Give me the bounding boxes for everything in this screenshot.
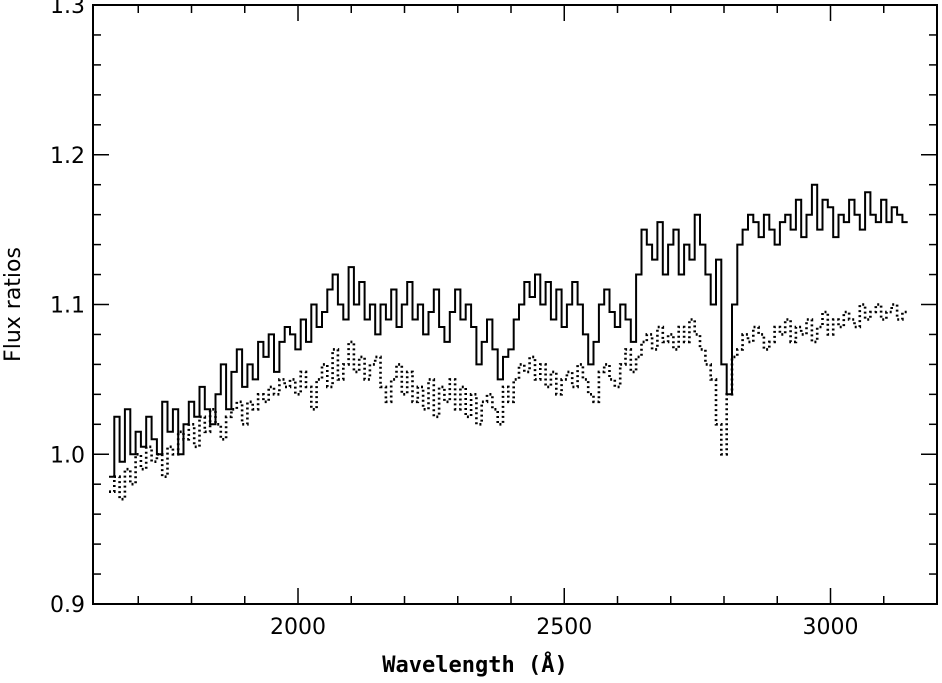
x-tick-label: 2000: [270, 615, 326, 640]
x-axis-ticks: 2000 2500 3000: [137, 5, 938, 640]
series-solid-line: [109, 183, 908, 478]
y-tick-label: 1.1: [50, 294, 85, 319]
plot-frame: [92, 4, 938, 605]
x-tick-label: 2500: [536, 615, 592, 640]
y-tick-label: 1.2: [50, 144, 85, 169]
x-tick-label: 3000: [803, 615, 859, 640]
x-axis-label: Wavelength (Å): [382, 652, 567, 678]
y-tick-label: 1.0: [50, 443, 85, 468]
y-axis-label: Flux ratios: [1, 247, 26, 362]
series-dotted-line: [109, 303, 908, 501]
y-tick-label: 1.3: [50, 0, 85, 19]
y-axis-ticks: 0.9 1.0 1.1 1.2 1.3: [50, 0, 937, 618]
y-tick-label: 0.9: [50, 593, 85, 618]
series-group: [109, 183, 908, 501]
